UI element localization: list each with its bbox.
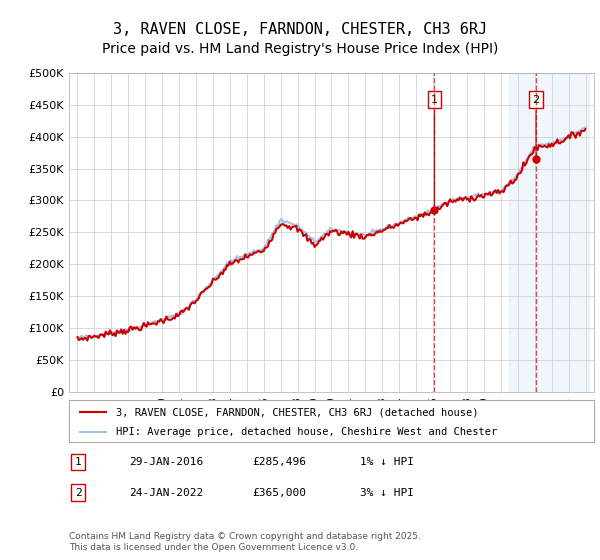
Text: Contains HM Land Registry data © Crown copyright and database right 2025.
This d: Contains HM Land Registry data © Crown c… xyxy=(69,532,421,552)
Text: Price paid vs. HM Land Registry's House Price Index (HPI): Price paid vs. HM Land Registry's House … xyxy=(102,42,498,56)
Text: 1% ↓ HPI: 1% ↓ HPI xyxy=(360,457,414,467)
Text: £285,496: £285,496 xyxy=(252,457,306,467)
Text: 1: 1 xyxy=(74,457,82,467)
Text: £365,000: £365,000 xyxy=(252,488,306,498)
Text: 3, RAVEN CLOSE, FARNDON, CHESTER, CH3 6RJ: 3, RAVEN CLOSE, FARNDON, CHESTER, CH3 6R… xyxy=(113,22,487,38)
Text: 29-JAN-2016: 29-JAN-2016 xyxy=(129,457,203,467)
Text: 3% ↓ HPI: 3% ↓ HPI xyxy=(360,488,414,498)
Text: 1: 1 xyxy=(431,95,438,105)
Text: HPI: Average price, detached house, Cheshire West and Chester: HPI: Average price, detached house, Ches… xyxy=(116,427,497,437)
Text: 24-JAN-2022: 24-JAN-2022 xyxy=(129,488,203,498)
Text: 2: 2 xyxy=(74,488,82,498)
Bar xyxy=(509,73,589,392)
Text: 3, RAVEN CLOSE, FARNDON, CHESTER, CH3 6RJ (detached house): 3, RAVEN CLOSE, FARNDON, CHESTER, CH3 6R… xyxy=(116,407,479,417)
Text: 2: 2 xyxy=(533,95,539,105)
